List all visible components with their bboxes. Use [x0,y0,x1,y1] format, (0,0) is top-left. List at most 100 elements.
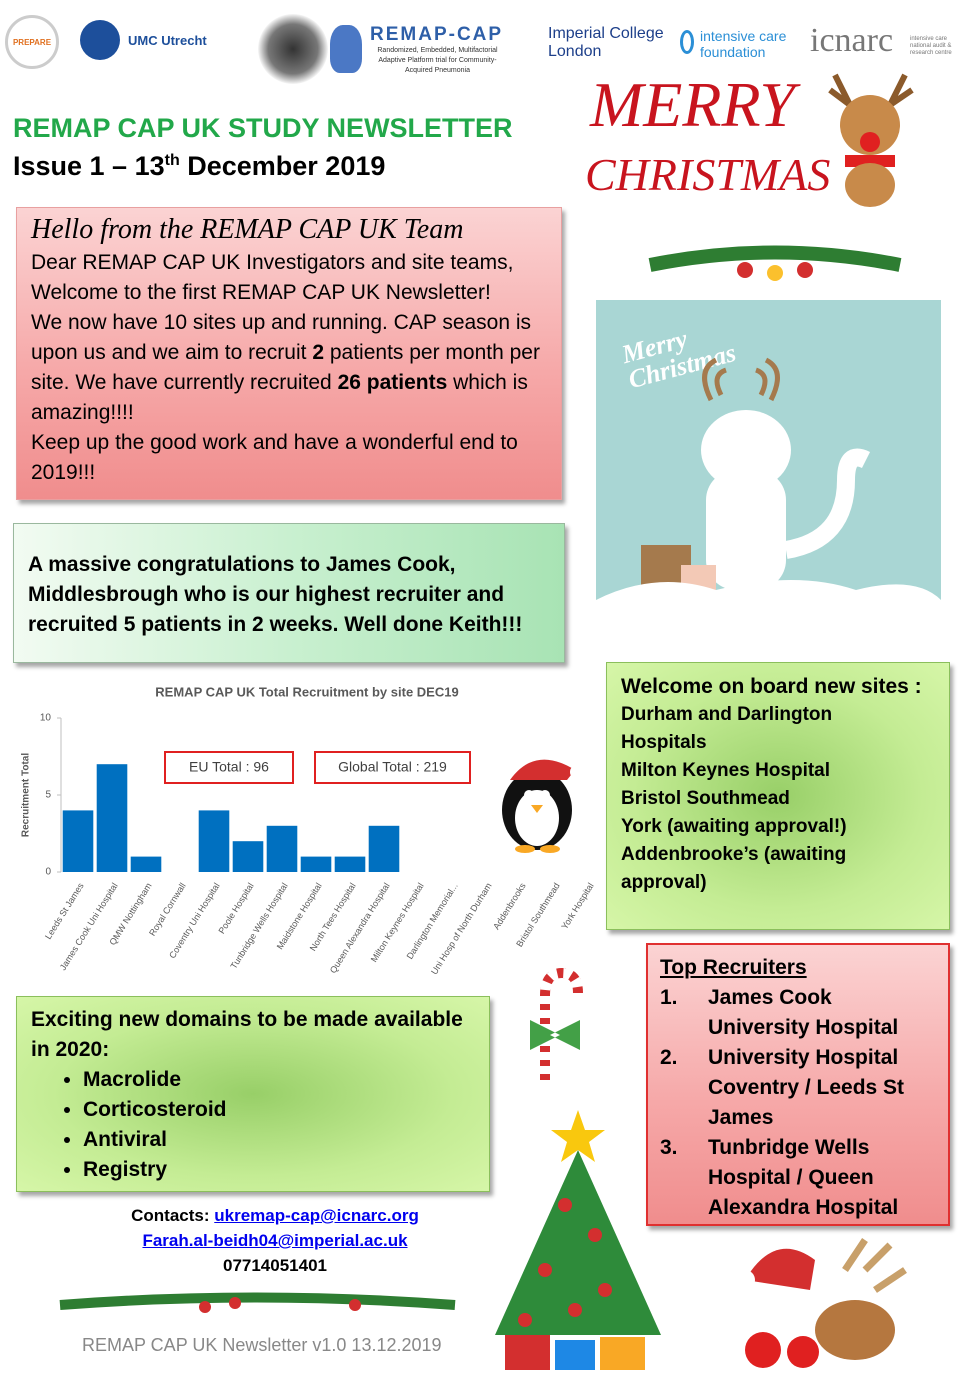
hello-run: Welcome to the first REMAP CAP UK Newsle… [31,281,491,304]
bar [334,856,366,872]
imperial-logo: Imperial College London [548,25,664,61]
hello-heading: Hello from the REMAP CAP UK Team [31,214,464,245]
x-tick-label: York Hospital [559,881,595,931]
x-tick-label: Addenbrooks [491,881,528,932]
recruiter-number: 3. [660,1136,678,1159]
domain-list: MacrolideCorticosteroidAntiviralRegistry [31,1065,475,1185]
garland [648,245,902,281]
x-tick-label: Royal Cornwall [147,881,188,938]
reindeer-hat [735,1238,907,1368]
welcome-heading: Welcome on board new sites : [621,675,922,698]
y-axis-label: Recruitment Total [21,753,32,837]
annotation-box [314,751,471,784]
annotation: EU Total : 96 [189,759,269,775]
logo-text: foundation [700,44,766,60]
logo-text: UMC Utrecht [128,33,207,48]
top-heading: Top Recruiters [660,956,807,979]
recruiter-item: 3. Tunbridge Wells Hospital / Queen Alexa… [660,1133,936,1223]
hello-run: Keep up the good work and have a wonderf… [31,431,518,484]
recruiter-number: 2. [660,1046,678,1069]
domains-box: Exciting new domains to be made availabl… [16,996,490,1192]
y-tick-label: 5 [45,790,51,801]
contacts: Contacts: ukremap-cap@icnarc.org Farah.a… [60,1203,490,1278]
recruiter-number: 1. [660,986,678,1009]
hello-paragraph: Keep up the good work and have a wonderf… [31,428,547,488]
umc-logo-mark [80,20,120,60]
site-item: York (awaiting approval!) [621,816,847,837]
recruiter-name: University Hospital Coventry / Leeds St … [708,1046,905,1129]
site-item: Durham and Darlington Hospitals [621,704,833,753]
art-text: CHRISTMAS [585,149,831,200]
icf-mark [680,30,694,54]
icf-logo: intensive care foundation [700,28,786,60]
annotation-box [164,751,294,784]
issue-line: Issue 1 – 13th December 2019 [13,151,385,182]
christmas-tree [495,1110,661,1370]
merry-christmas-art: MERRY CHRISTMAS [585,69,831,210]
hello-run: We now have 10 sites up and running. CAP… [31,311,532,364]
remap-globe [258,14,328,84]
domains-heading: Exciting new domains to be made availabl… [31,1008,463,1061]
site-item: Addenbrooke’s (awaiting approval) [621,844,847,893]
site-item: Milton Keynes Hospital [621,760,831,781]
bar [368,825,400,872]
x-tick-label: Poole Hospital [216,881,255,936]
hello-run: patients per month per site. We have cur… [31,341,540,394]
recruiter-list: 1. James Cook University Hospital 2. Univer… [660,983,936,1223]
email-link[interactable]: ukremap-cap@icnarc.org [214,1206,419,1225]
hello-paragraph: We now have 10 sites up and running. CAP… [31,308,547,428]
art-text: MERRY [589,69,796,140]
hello-run: Dear REMAP CAP UK Investigators and site… [31,251,514,274]
reindeer [828,73,914,207]
garland [59,1292,456,1313]
logo-text: London [548,43,602,60]
logo-text: icnarc [810,22,894,59]
congrats-box: A massive congratulations to James Cook,… [13,523,565,663]
bar [198,810,230,872]
footer: REMAP CAP UK Newsletter v1.0 13.12.2019 [82,1335,442,1355]
hello-paragraph: Welcome to the first REMAP CAP UK Newsle… [31,278,547,308]
site-item: Bristol Southmead [621,788,790,809]
penguin [502,759,584,853]
bar [300,856,332,872]
bar [232,841,264,872]
hello-body: Dear REMAP CAP UK Investigators and site… [31,248,547,488]
bar [62,810,94,872]
logo-text: Imperial College [548,25,664,42]
logo-text: intensive care national audit & research… [910,36,952,56]
site-list: Durham and Darlington Hospitals Milton Ke… [621,701,871,897]
domain-item: Macrolide [83,1065,475,1095]
annotation: Global Total : 219 [338,759,447,775]
hello-run: 2 [312,341,325,364]
y-tick-label: 0 [45,867,51,878]
hello-paragraph: Dear REMAP CAP UK Investigators and site… [31,248,547,278]
logo-text: REMAP-CAP [370,24,504,45]
bar [130,856,162,872]
logo-text: Randomized, Embedded, Multifactorial Ada… [377,47,498,74]
card-illustration [596,357,941,645]
issue-text: December 2019 [179,151,386,181]
recruiter-item: 1. James Cook University Hospital [660,983,936,1043]
chart-title: REMAP CAP UK Total Recruitment by site D… [155,684,458,699]
newsletter-title: REMAP CAP UK STUDY NEWSLETTER [13,113,513,143]
issue-text: Issue 1 – 13 [13,151,165,181]
domain-item: Registry [83,1155,475,1185]
contacts-label: Contacts: [131,1206,210,1225]
welcome-box: Welcome on board new sites : Durham and … [606,662,950,930]
logo-text: intensive care [700,28,787,44]
logo-text: PREPARE [12,37,52,47]
recruiter-item: 2. University Hospital Coventry / Leeds S… [660,1043,936,1133]
y-tick-label: 10 [40,713,52,724]
email-link[interactable]: Farah.al-beidh04@imperial.ac.uk [142,1231,408,1250]
congrats-text: A massive congratulations to James Cook,… [28,553,523,636]
top-recruiters-box: Top Recruiters 1. James Cook University H… [646,943,950,1226]
prepare-logo: PREPARE [5,15,59,69]
remap-lungs [330,25,362,73]
phone: 07714051401 [222,1256,327,1275]
hello-run: 26 patients [337,371,448,394]
recruitment-chart: REMAP CAP UK Total Recruitment by site D… [21,684,596,976]
candy-cane [530,967,583,1080]
recruiter-name: Tunbridge Wells Hospital / Queen Alexand… [708,1136,899,1219]
hello-box: Hello from the REMAP CAP UK Team Dear RE… [16,207,562,500]
